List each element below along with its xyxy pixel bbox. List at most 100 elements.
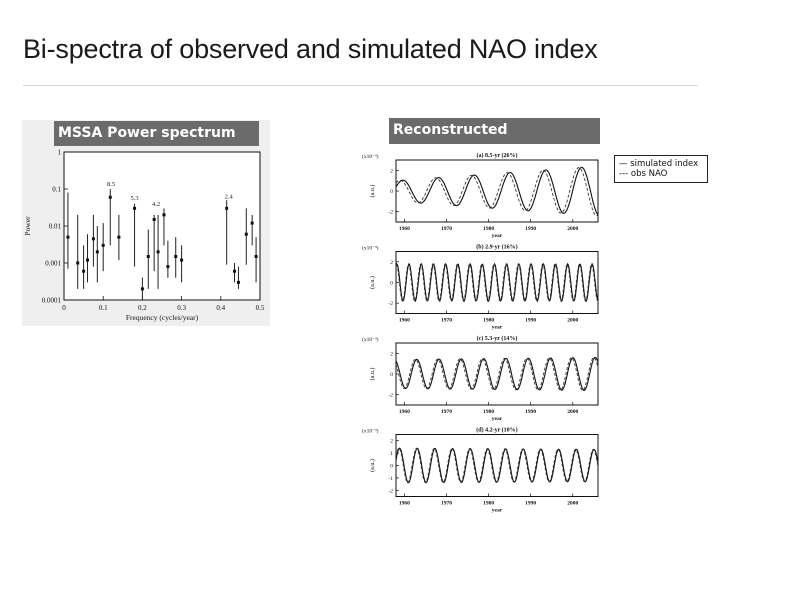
y-tick-label: 2 — [390, 351, 393, 357]
y-tick-label: -2 — [388, 488, 393, 494]
observed-nao-line — [395, 262, 599, 303]
panel-y-unit: (x10⁻³) — [362, 153, 379, 160]
simulated-index-line — [395, 447, 599, 484]
panel-y-unit: (x10⁻³) — [362, 336, 379, 343]
panel-y-unit: (x10⁻³) — [362, 245, 379, 252]
x-tick-label: 2000 — [567, 318, 578, 324]
data-point — [180, 258, 184, 262]
data-point — [152, 217, 156, 221]
x-tick-label: 2000 — [567, 409, 578, 415]
data-point — [133, 206, 137, 210]
x-tick-label: 0.1 — [99, 304, 108, 312]
rc-panel: (a) 8.5-yr (26%) (x10⁻³) 2 0 -2 (a.u.) 1960 197… — [362, 152, 599, 239]
y-tick-label: 2 — [390, 168, 393, 174]
data-point — [236, 280, 240, 284]
period-annotation: 8.5 — [107, 181, 115, 188]
panel-title: (b) 2.9-yr (16%) — [476, 244, 517, 251]
y-tick-label: -2 — [388, 210, 393, 216]
x-tick-label: 1980 — [483, 318, 494, 324]
reconstructed-components-title: Reconstructed components — [389, 118, 600, 162]
panel-y-unit: (x10⁻³) — [362, 428, 379, 435]
x-tick-label: 0.5 — [256, 304, 265, 312]
legend: — simulated index --- obs NAO — [614, 155, 708, 183]
y-tick-label: 0.001 — [45, 260, 61, 268]
x-tick-label: 2000 — [567, 501, 578, 507]
plot-area — [63, 151, 261, 301]
panel-title: (a) 8.5-yr (26%) — [476, 152, 517, 159]
x-tick-label: 1970 — [441, 501, 452, 507]
rc-panel: (d) 4.2-yr (10%) (x10⁻³) 2 1 0 -1 -2 (a.u.) 1960… — [362, 427, 599, 514]
data-point — [86, 258, 90, 262]
data-point — [162, 213, 166, 217]
x-tick-label: 1960 — [399, 501, 410, 507]
y-tick-label: -2 — [388, 393, 393, 399]
data-point — [146, 254, 150, 258]
data-point — [76, 261, 80, 265]
y-tick-label: 1 — [58, 149, 62, 157]
panel-y-label: (a.u.) — [369, 368, 376, 381]
data-point — [244, 232, 248, 236]
period-annotation: 5.3 — [130, 195, 138, 202]
data-point — [95, 250, 99, 254]
y-tick-label: 0 — [390, 189, 393, 195]
mssa-chart-title: MSSA Power spectrum — [54, 121, 259, 146]
simulated-index-line — [395, 356, 599, 391]
simulated-index-line — [395, 166, 599, 216]
x-tick-label: 1960 — [399, 409, 410, 415]
y-tick-label: 0.01 — [49, 223, 62, 231]
x-tick-label: 1980 — [483, 409, 494, 415]
x-tick-label: 2000 — [567, 226, 578, 232]
x-tick-label: 1970 — [441, 318, 452, 324]
legend-simulated-index: — simulated index — [619, 159, 699, 169]
legend-observed-nao: --- obs NAO — [619, 169, 668, 179]
x-tick-label: 1990 — [525, 409, 536, 415]
x-tick-label: 1990 — [525, 226, 536, 232]
data-point — [117, 235, 121, 239]
data-point — [166, 265, 170, 269]
x-tick-label: 0.4 — [216, 304, 225, 312]
y-tick-label: 2 — [390, 439, 393, 445]
simulated-index-line — [395, 262, 599, 303]
x-tick-label: 1970 — [441, 226, 452, 232]
data-point — [66, 235, 70, 239]
data-point — [250, 221, 254, 225]
data-point — [156, 250, 160, 254]
x-axis-label: Frequency (cycles/year) — [126, 313, 199, 322]
x-tick-label: 1990 — [525, 318, 536, 324]
x-tick-label: 1960 — [399, 318, 410, 324]
panel-title: (d) 4.2-yr (10%) — [476, 427, 517, 434]
y-tick-label: 0 — [390, 281, 393, 287]
x-tick-label: 0 — [62, 304, 66, 312]
data-point — [101, 243, 105, 247]
x-axis-label: year — [492, 233, 503, 239]
panel-y-label: (a.u.) — [369, 185, 376, 198]
data-point — [140, 287, 144, 291]
rc-panel: (b) 2.9-yr (16%) (x10⁻³) 2 0 -2 (a.u.) 1960 197… — [362, 244, 599, 331]
y-tick-label: -2 — [388, 301, 393, 307]
observed-nao-line — [395, 356, 599, 391]
data-point — [254, 254, 258, 258]
x-axis-label: year — [492, 508, 503, 514]
panel-plot-area — [395, 159, 599, 223]
x-tick-label: 1990 — [525, 501, 536, 507]
y-tick-label: 0.1 — [52, 186, 61, 194]
y-tick-label: 2 — [390, 260, 393, 266]
period-annotation: 4.2 — [152, 201, 160, 208]
data-point — [91, 237, 95, 241]
panel-plot-area — [395, 251, 599, 314]
period-annotation: 2.4 — [225, 194, 234, 201]
x-tick-label: 1980 — [483, 226, 494, 232]
data-point — [82, 269, 86, 273]
y-axis-label: Power — [23, 216, 32, 236]
x-tick-label: 1960 — [399, 226, 410, 232]
panel-title: (c) 5.3-yr (14%) — [477, 335, 518, 342]
panel-y-label: (a.u.) — [369, 459, 376, 472]
y-tick-label: 0 — [390, 464, 393, 470]
x-axis-label: year — [492, 416, 503, 422]
mssa-power-spectrum-chart: 0 0.1 0.2 0.3 0.4 0.5 1 0.1 0.01 0.001 0.0001 Frequ… — [23, 149, 265, 323]
y-tick-label: 1 — [390, 451, 393, 457]
rc-panel: (c) 5.3-yr (14%) (x10⁻³) 2 0 -2 (a.u.) 1960 197… — [362, 335, 599, 422]
x-axis-label: year — [492, 325, 503, 331]
y-tick-label: 0 — [390, 372, 393, 378]
panel-y-label: (a.u.) — [369, 276, 376, 289]
